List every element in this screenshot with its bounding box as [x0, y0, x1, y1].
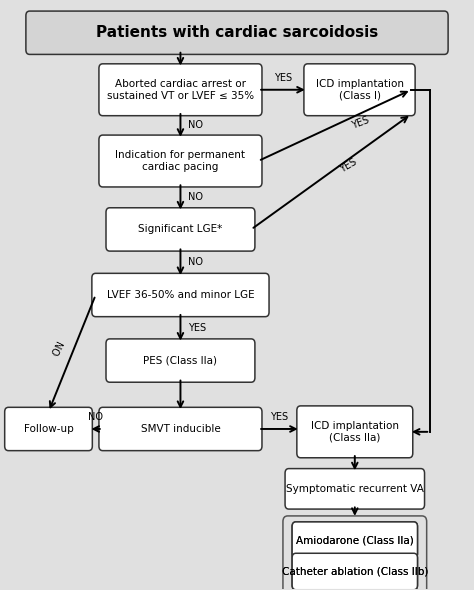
FancyBboxPatch shape — [92, 273, 269, 317]
FancyBboxPatch shape — [99, 135, 262, 187]
Text: Patients with cardiac sarcoidosis: Patients with cardiac sarcoidosis — [96, 25, 378, 40]
Text: YES: YES — [338, 157, 359, 175]
FancyBboxPatch shape — [106, 208, 255, 251]
FancyBboxPatch shape — [292, 522, 418, 558]
Text: Catheter ablation (Class IIb): Catheter ablation (Class IIb) — [282, 566, 428, 576]
Text: ICD implantation
(Class IIa): ICD implantation (Class IIa) — [311, 421, 399, 442]
Text: Follow-up: Follow-up — [24, 424, 73, 434]
Text: NO: NO — [188, 257, 202, 267]
FancyBboxPatch shape — [106, 339, 255, 382]
Text: PES (Class IIa): PES (Class IIa) — [144, 356, 218, 366]
Text: NO: NO — [88, 412, 103, 422]
Text: Amiodarone (Class IIa): Amiodarone (Class IIa) — [296, 535, 414, 545]
FancyBboxPatch shape — [292, 553, 418, 590]
FancyBboxPatch shape — [5, 407, 92, 451]
Text: Amiodarone (Class IIa): Amiodarone (Class IIa) — [296, 535, 414, 545]
FancyBboxPatch shape — [292, 553, 418, 590]
Text: NO: NO — [188, 120, 202, 130]
Text: ICD implantation
(Class I): ICD implantation (Class I) — [316, 79, 403, 100]
FancyBboxPatch shape — [285, 468, 425, 509]
Text: LVEF 36-50% and minor LGE: LVEF 36-50% and minor LGE — [107, 290, 254, 300]
FancyBboxPatch shape — [99, 64, 262, 116]
Text: Significant LGE*: Significant LGE* — [138, 224, 223, 234]
Text: YES: YES — [188, 323, 206, 333]
Text: YES: YES — [270, 412, 289, 422]
Text: Symptomatic recurrent VA: Symptomatic recurrent VA — [286, 484, 424, 494]
FancyBboxPatch shape — [297, 406, 413, 458]
Text: NO: NO — [47, 339, 63, 357]
FancyBboxPatch shape — [283, 516, 427, 590]
Text: Aborted cardiac arrest or
sustained VT or LVEF ≤ 35%: Aborted cardiac arrest or sustained VT o… — [107, 79, 254, 100]
Text: Indication for permanent
cardiac pacing: Indication for permanent cardiac pacing — [116, 150, 246, 172]
FancyBboxPatch shape — [292, 522, 418, 558]
FancyBboxPatch shape — [26, 11, 448, 54]
Text: Catheter ablation (Class IIb): Catheter ablation (Class IIb) — [282, 566, 428, 576]
Text: SMVT inducible: SMVT inducible — [141, 424, 220, 434]
Text: YES: YES — [350, 114, 370, 130]
Text: YES: YES — [274, 73, 292, 83]
FancyBboxPatch shape — [99, 407, 262, 451]
Text: NO: NO — [188, 192, 202, 202]
FancyBboxPatch shape — [304, 64, 415, 116]
